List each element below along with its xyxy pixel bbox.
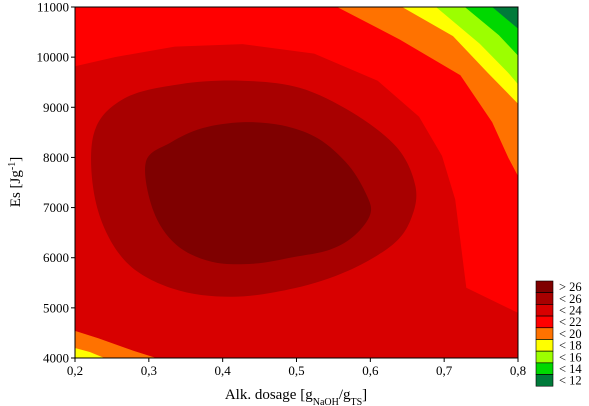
contour-band-corner-bottom-left (75, 330, 157, 358)
y-tick-label: 10000 (37, 50, 70, 65)
legend-swatch (535, 292, 554, 305)
y-tick-label: 8000 (43, 150, 69, 165)
legend-swatch (535, 280, 554, 293)
x-tick-label: 0,3 (141, 363, 157, 378)
y-axis-title: Es [Jg-1] (7, 157, 25, 207)
legend-label: < 26 (559, 292, 582, 306)
legend-label: < 24 (559, 304, 582, 318)
x-tick-label: 0,8 (510, 363, 526, 378)
x-axis: 0,2 0,3 0,4 0,5 0,6 0,7 0,8 (67, 358, 526, 378)
legend-swatch (535, 362, 554, 375)
y-axis: 4000 5000 6000 7000 8000 9000 10000 11000 (37, 0, 75, 366)
y-tick-label: 6000 (43, 250, 69, 265)
legend-swatch (535, 350, 554, 364)
x-tick-label: 0,4 (215, 363, 232, 378)
y-tick-label: 9000 (43, 100, 69, 115)
legend-swatch (535, 339, 554, 352)
legend-label: < 16 (559, 350, 582, 364)
legend-swatch (535, 315, 554, 329)
legend-label: > 26 (559, 280, 582, 294)
legend-label: < 14 (559, 362, 582, 376)
y-tick-label: 11000 (37, 0, 69, 15)
legend-label: < 12 (559, 374, 582, 388)
contour-band-corner-bottom-left-inner (75, 348, 105, 358)
y-tick-label: 5000 (43, 300, 69, 315)
x-tick-label: 0,6 (362, 363, 379, 378)
x-tick-label: 0,5 (288, 363, 304, 378)
x-tick-label: 0,2 (67, 363, 83, 378)
x-tick-label: 0,7 (436, 363, 453, 378)
legend-swatch (535, 327, 554, 340)
legend-swatch (535, 304, 554, 317)
legend-swatch (535, 374, 554, 387)
legend: > 26< 26< 24< 22< 20< 18< 16< 14< 12 (535, 280, 582, 388)
y-tick-label: 7000 (43, 200, 69, 215)
legend-label: < 22 (559, 315, 582, 329)
legend-label: < 18 (559, 339, 582, 353)
contour-band-26 (145, 122, 372, 265)
y-tick-label: 4000 (43, 351, 69, 366)
contour-fill-layer (75, 7, 518, 358)
legend-label: < 20 (559, 327, 582, 341)
x-axis-title: Alk. dosage [gNaOH/gTS] (225, 387, 367, 406)
